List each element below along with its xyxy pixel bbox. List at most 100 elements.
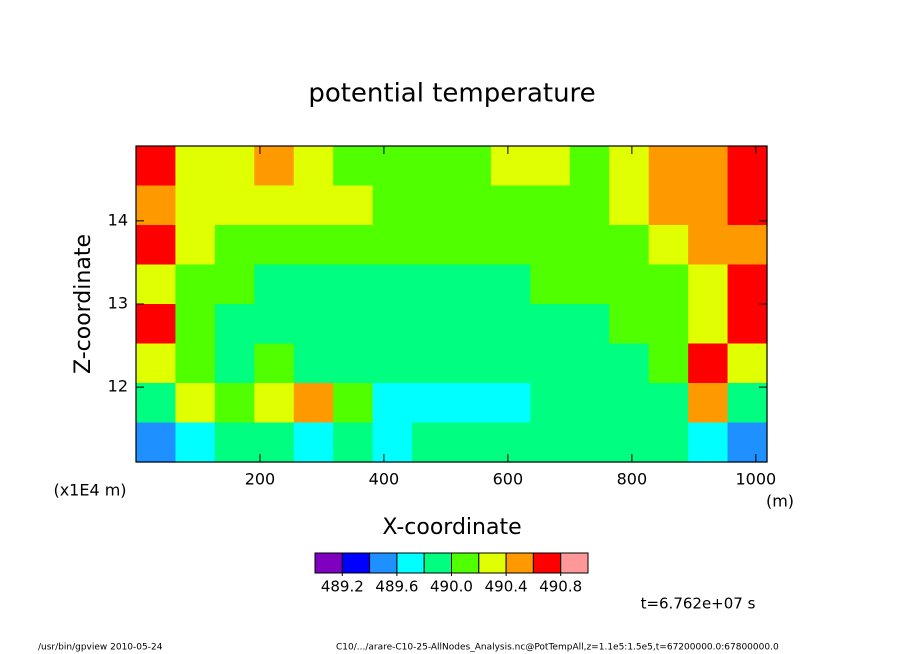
- contour-cell: [688, 264, 729, 305]
- contour-cell: [214, 383, 255, 424]
- colorbar-label: 490.4: [485, 578, 528, 596]
- colorbar-box: [369, 552, 398, 574]
- contour-cell: [648, 185, 689, 226]
- contour-cell: [214, 225, 255, 266]
- contour-cell: [175, 422, 216, 463]
- x-tick-label: 800: [617, 470, 648, 489]
- contour-cell: [175, 225, 216, 266]
- contour-cell: [727, 343, 768, 384]
- contour-cell: [490, 264, 531, 305]
- contour-cell: [293, 225, 334, 266]
- contour-cell: [412, 225, 453, 266]
- colorbar-box: [560, 552, 589, 574]
- colorbar-box: [423, 552, 453, 574]
- contour-cell: [333, 264, 374, 305]
- contour-cell: [569, 304, 610, 345]
- colorbar-box: [451, 552, 480, 574]
- y-unit: (x1E4 m): [53, 481, 126, 500]
- contour-cell: [569, 422, 610, 463]
- contour-cell: [293, 264, 334, 305]
- contour-cell: [648, 422, 689, 463]
- contour-cell: [490, 225, 531, 266]
- contour-cell: [490, 185, 531, 226]
- contour-cell: [412, 422, 453, 463]
- contour-cell: [293, 146, 334, 187]
- contour-cell: [688, 304, 729, 345]
- colorbar-box: [532, 552, 562, 574]
- contour-cell: [214, 185, 255, 226]
- contour-cell: [412, 343, 453, 384]
- x-tick-label: 400: [369, 470, 400, 489]
- y-axis-label: Z-coordinate: [71, 234, 96, 374]
- contour-cell: [727, 422, 768, 463]
- contour-cell: [254, 343, 295, 384]
- contour-cell: [293, 185, 334, 226]
- contour-cell: [451, 422, 492, 463]
- contour-cell: [254, 304, 295, 345]
- contour-cell: [609, 146, 650, 187]
- contour-cell: [727, 304, 768, 345]
- contour-cell: [688, 343, 729, 384]
- contour-cell: [609, 225, 650, 266]
- contour-cell: [569, 185, 610, 226]
- contour-cell: [490, 343, 531, 384]
- contour-cell: [333, 422, 374, 463]
- colorbar-box: [478, 552, 507, 574]
- contour-cell: [648, 304, 689, 345]
- contour-cell: [254, 146, 295, 187]
- contour-cell: [451, 383, 492, 424]
- contour-cell: [648, 383, 689, 424]
- contour-cell: [175, 146, 216, 187]
- contour-cell: [609, 264, 650, 305]
- contour-cell: [688, 225, 729, 266]
- contour-cell: [688, 422, 729, 463]
- contour-cell: [530, 146, 571, 187]
- footer-left: /usr/bin/gpview 2010-05-24: [38, 643, 163, 653]
- colorbar-label: 489.6: [375, 578, 418, 596]
- contour-cell: [136, 225, 177, 266]
- contour-cell: [254, 264, 295, 305]
- y-tick-label: 14: [108, 210, 128, 229]
- contour-cell: [372, 343, 413, 384]
- contour-cell: [688, 146, 729, 187]
- contour-cell: [530, 185, 571, 226]
- contour-cell: [293, 383, 334, 424]
- contour-cell: [293, 343, 334, 384]
- contour-cell: [530, 225, 571, 266]
- contour-cell: [609, 422, 650, 463]
- footer-right: C10/.../arare-C10-25-AllNodes_Analysis.n…: [336, 643, 779, 653]
- x-tick-label: 1000: [735, 470, 776, 489]
- contour-cell: [412, 185, 453, 226]
- contour-cell: [412, 146, 453, 187]
- colorbar-label: 490.0: [430, 578, 473, 596]
- contour-cell: [254, 383, 295, 424]
- contour-cell: [175, 304, 216, 345]
- contour-cell: [451, 304, 492, 345]
- contour-cell: [214, 304, 255, 345]
- contour-cell: [609, 304, 650, 345]
- x-unit: (m): [766, 492, 794, 511]
- contour-cell: [648, 146, 689, 187]
- contour-cell: [648, 264, 689, 305]
- contour-cell: [372, 383, 413, 424]
- contour-cell: [569, 146, 610, 187]
- colorbar-box: [396, 552, 425, 574]
- contour-cell: [254, 225, 295, 266]
- contour-cell: [451, 185, 492, 226]
- contour-cell: [254, 422, 295, 463]
- colorbar-box: [505, 552, 534, 574]
- x-axis-label: X-coordinate: [382, 515, 521, 540]
- contour-cell: [490, 383, 531, 424]
- contour-cell: [569, 225, 610, 266]
- contour-cell: [333, 185, 374, 226]
- contour-cell: [254, 185, 295, 226]
- contour-cell: [333, 343, 374, 384]
- contour-cell: [530, 422, 571, 463]
- time-label: t=6.762e+07 s: [641, 595, 756, 613]
- contour-cell: [688, 185, 729, 226]
- contour-cell: [530, 343, 571, 384]
- contour-cell: [530, 264, 571, 305]
- contour-cell: [214, 422, 255, 463]
- contour-cell: [136, 304, 177, 345]
